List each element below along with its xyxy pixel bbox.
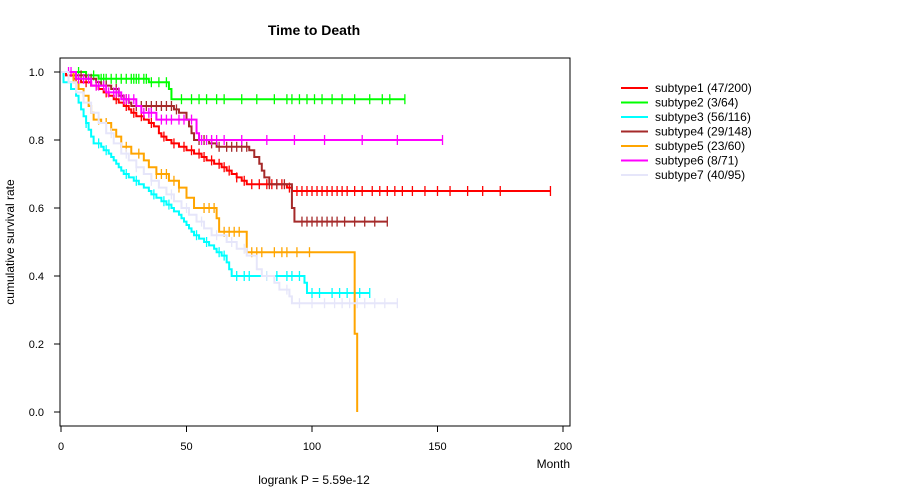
legend-label: subtype4 (29/148) bbox=[655, 125, 752, 139]
legend: subtype1 (47/200)subtype2 (3/64)subtype3… bbox=[621, 81, 752, 182]
y-tick-label: 0.0 bbox=[29, 407, 44, 419]
chart-title: Time to Death bbox=[268, 22, 360, 38]
plot-lines bbox=[61, 67, 552, 412]
legend-label: subtype1 (47/200) bbox=[655, 81, 752, 95]
series-7 bbox=[61, 71, 398, 309]
x-axis: 0 50 100 150 200 bbox=[58, 425, 572, 453]
y-axis: 0.0 0.2 0.4 0.6 0.8 1.0 bbox=[29, 67, 61, 419]
legend-label: subtype6 (8/71) bbox=[655, 154, 738, 168]
series-line bbox=[61, 71, 551, 192]
x-tick-label: 150 bbox=[428, 441, 446, 453]
x-axis-label: Month bbox=[537, 457, 570, 471]
legend-label: subtype7 (40/95) bbox=[655, 168, 745, 182]
series-2 bbox=[61, 67, 406, 105]
y-axis-label: cumulative survival rate bbox=[3, 179, 17, 305]
y-tick-label: 0.8 bbox=[29, 135, 44, 147]
series-line bbox=[61, 71, 443, 141]
x-tick-label: 100 bbox=[303, 441, 321, 453]
series-line bbox=[61, 71, 370, 294]
x-tick-label: 0 bbox=[58, 441, 64, 453]
logrank-footnote: logrank P = 5.59e-12 bbox=[258, 473, 370, 487]
y-tick-label: 1.0 bbox=[29, 67, 44, 79]
series-3 bbox=[61, 71, 371, 298]
x-tick-label: 200 bbox=[554, 441, 572, 453]
legend-label: subtype3 (56/116) bbox=[655, 110, 751, 124]
y-tick-label: 0.6 bbox=[29, 203, 44, 215]
legend-label: subtype5 (23/60) bbox=[655, 139, 745, 153]
series-line bbox=[61, 71, 398, 305]
series-4 bbox=[61, 70, 388, 227]
legend-label: subtype2 (3/64) bbox=[655, 96, 738, 110]
y-tick-label: 0.4 bbox=[29, 271, 44, 283]
y-tick-label: 0.2 bbox=[29, 339, 44, 351]
series-6 bbox=[61, 67, 444, 145]
x-tick-label: 50 bbox=[180, 441, 192, 453]
